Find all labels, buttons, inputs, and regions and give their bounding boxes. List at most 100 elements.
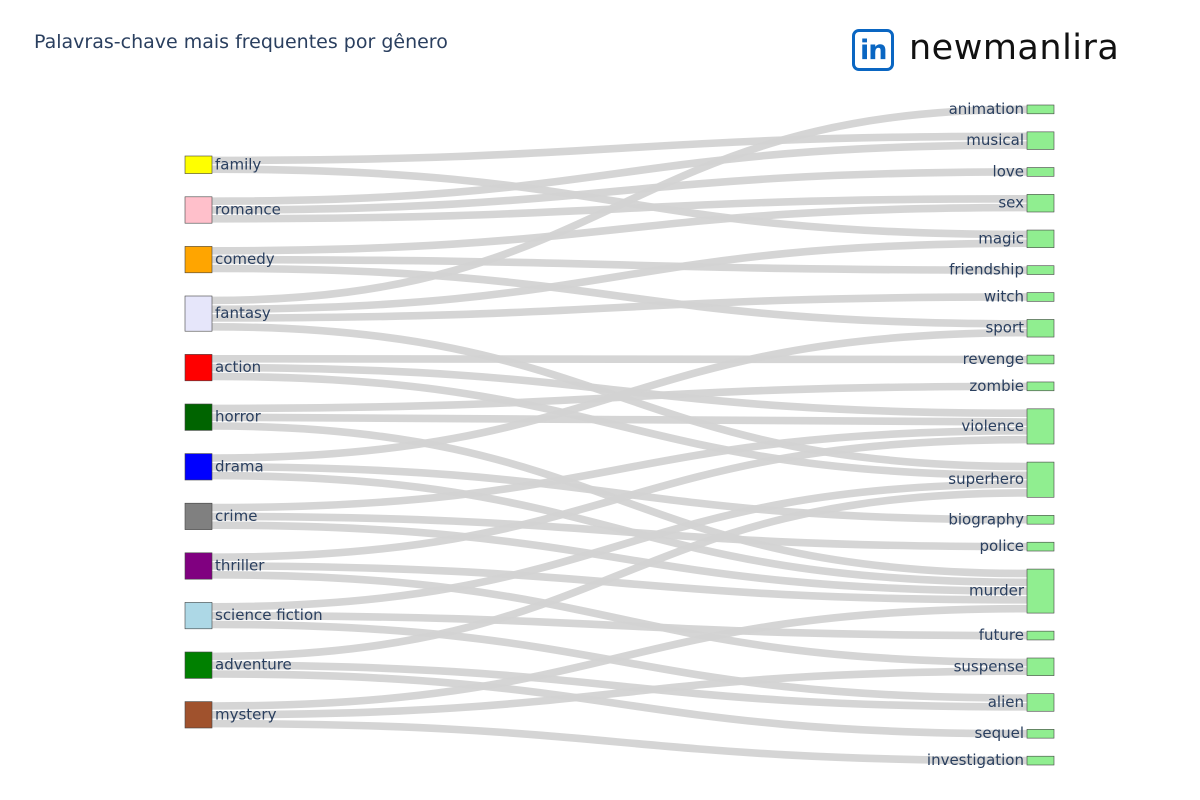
target-node-sex[interactable]	[1026, 194, 1055, 213]
source-node-horror[interactable]	[184, 403, 213, 431]
link-horror-violence[interactable]	[211, 413, 1028, 426]
source-node-comedy[interactable]	[184, 246, 213, 274]
link-crime-police[interactable]	[211, 512, 1028, 551]
target-node-revenge[interactable]	[1026, 354, 1055, 365]
source-node-action[interactable]	[184, 354, 213, 382]
target-node-sport[interactable]	[1026, 319, 1055, 338]
target-label-animation: animation	[949, 100, 1024, 118]
link-mystery-investigation[interactable]	[211, 719, 1028, 765]
source-label-romance: romance	[215, 201, 281, 219]
target-label-musical: musical	[966, 131, 1024, 149]
target-node-murder[interactable]	[1026, 568, 1055, 614]
source-label-mystery: mystery	[215, 705, 277, 723]
target-label-murder: murder	[969, 582, 1025, 600]
link-romance-love[interactable]	[211, 168, 1028, 214]
target-node-musical[interactable]	[1026, 131, 1055, 150]
link-thriller-violence[interactable]	[211, 435, 1028, 561]
source-node-science-fiction[interactable]	[184, 602, 213, 630]
link-family-musical[interactable]	[211, 132, 1028, 165]
target-label-magic: magic	[978, 229, 1024, 247]
source-node-fantasy[interactable]	[184, 295, 213, 332]
link-drama-sport[interactable]	[211, 328, 1028, 462]
target-node-biography[interactable]	[1026, 515, 1055, 525]
target-node-investigation[interactable]	[1026, 755, 1055, 766]
source-label-fantasy: fantasy	[215, 304, 271, 322]
link-comedy-sex[interactable]	[211, 203, 1028, 255]
link-action-revenge[interactable]	[211, 355, 1028, 364]
target-label-love: love	[993, 162, 1024, 180]
source-label-adventure: adventure	[215, 656, 292, 674]
target-label-revenge: revenge	[963, 350, 1024, 368]
source-label-action: action	[215, 358, 261, 376]
target-node-violence[interactable]	[1026, 408, 1055, 445]
target-label-police: police	[979, 537, 1024, 555]
target-node-suspense[interactable]	[1026, 657, 1055, 676]
link-comedy-friendship[interactable]	[211, 255, 1028, 274]
link-adventure-alien[interactable]	[211, 661, 1028, 711]
target-node-witch[interactable]	[1026, 292, 1055, 302]
link-mystery-suspense[interactable]	[211, 667, 1028, 719]
link-romance-musical[interactable]	[211, 141, 1028, 205]
target-node-alien[interactable]	[1026, 693, 1055, 712]
target-label-sequel: sequel	[975, 724, 1024, 742]
source-label-comedy: comedy	[215, 250, 275, 268]
source-label-horror: horror	[215, 408, 262, 426]
link-fantasy-witch[interactable]	[211, 293, 1028, 322]
source-node-adventure[interactable]	[184, 651, 213, 679]
brand-name: newmanlira	[909, 28, 1120, 68]
target-node-sequel[interactable]	[1026, 729, 1055, 739]
link-adventure-sequel[interactable]	[211, 670, 1028, 738]
target-label-witch: witch	[984, 287, 1024, 305]
target-node-police[interactable]	[1026, 541, 1055, 552]
source-label-drama: drama	[215, 457, 264, 475]
source-node-drama[interactable]	[184, 453, 213, 481]
target-label-biography: biography	[948, 510, 1024, 528]
source-node-thriller[interactable]	[184, 552, 213, 580]
source-node-family[interactable]	[184, 155, 213, 174]
source-node-crime[interactable]	[184, 502, 213, 530]
link-drama-biography[interactable]	[211, 463, 1028, 524]
link-adventure-superhero[interactable]	[211, 489, 1028, 661]
link-action-violence[interactable]	[211, 363, 1028, 418]
source-label-thriller: thriller	[215, 557, 265, 575]
source-label-family: family	[215, 155, 261, 173]
link-action-superhero[interactable]	[211, 372, 1028, 480]
target-node-friendship[interactable]	[1026, 265, 1055, 275]
sankey-links	[211, 105, 1028, 765]
target-label-suspense: suspense	[954, 657, 1024, 675]
target-node-superhero[interactable]	[1026, 461, 1055, 498]
source-label-science-fiction: science fiction	[215, 606, 323, 624]
source-node-romance[interactable]	[184, 196, 213, 224]
source-label-crime: crime	[215, 507, 257, 525]
link-science-fiction-future[interactable]	[211, 611, 1028, 640]
link-thriller-suspense[interactable]	[211, 571, 1028, 667]
link-fantasy-animation[interactable]	[211, 105, 1028, 305]
link-crime-murder[interactable]	[211, 521, 1028, 595]
target-label-sport: sport	[985, 319, 1024, 337]
source-node-mystery[interactable]	[184, 701, 213, 729]
link-science-fiction-superhero[interactable]	[211, 480, 1028, 611]
target-label-violence: violence	[961, 417, 1024, 435]
link-fantasy-magic[interactable]	[211, 239, 1028, 313]
link-comedy-sport[interactable]	[211, 264, 1028, 328]
chart-title: Palavras-chave mais frequentes por gêner…	[34, 31, 448, 53]
target-node-animation[interactable]	[1026, 104, 1055, 115]
target-node-zombie[interactable]	[1026, 381, 1055, 392]
link-thriller-murder[interactable]	[211, 562, 1028, 604]
target-node-future[interactable]	[1026, 630, 1055, 641]
linkedin-icon: in	[852, 29, 894, 71]
link-crime-violence[interactable]	[211, 427, 1028, 512]
target-label-friendship: friendship	[949, 261, 1024, 279]
link-mystery-murder[interactable]	[211, 604, 1028, 710]
target-node-love[interactable]	[1026, 167, 1055, 177]
target-label-future: future	[979, 626, 1024, 644]
brand-logo: in newmanlira	[852, 28, 1152, 83]
target-label-superhero: superhero	[948, 470, 1024, 488]
target-label-alien: alien	[988, 693, 1024, 711]
sankey-nodes: family romance comedy fantasy action horror dr…	[184, 100, 1055, 769]
target-node-magic[interactable]	[1026, 229, 1055, 248]
target-label-investigation: investigation	[927, 751, 1024, 769]
target-label-zombie: zombie	[969, 377, 1024, 395]
